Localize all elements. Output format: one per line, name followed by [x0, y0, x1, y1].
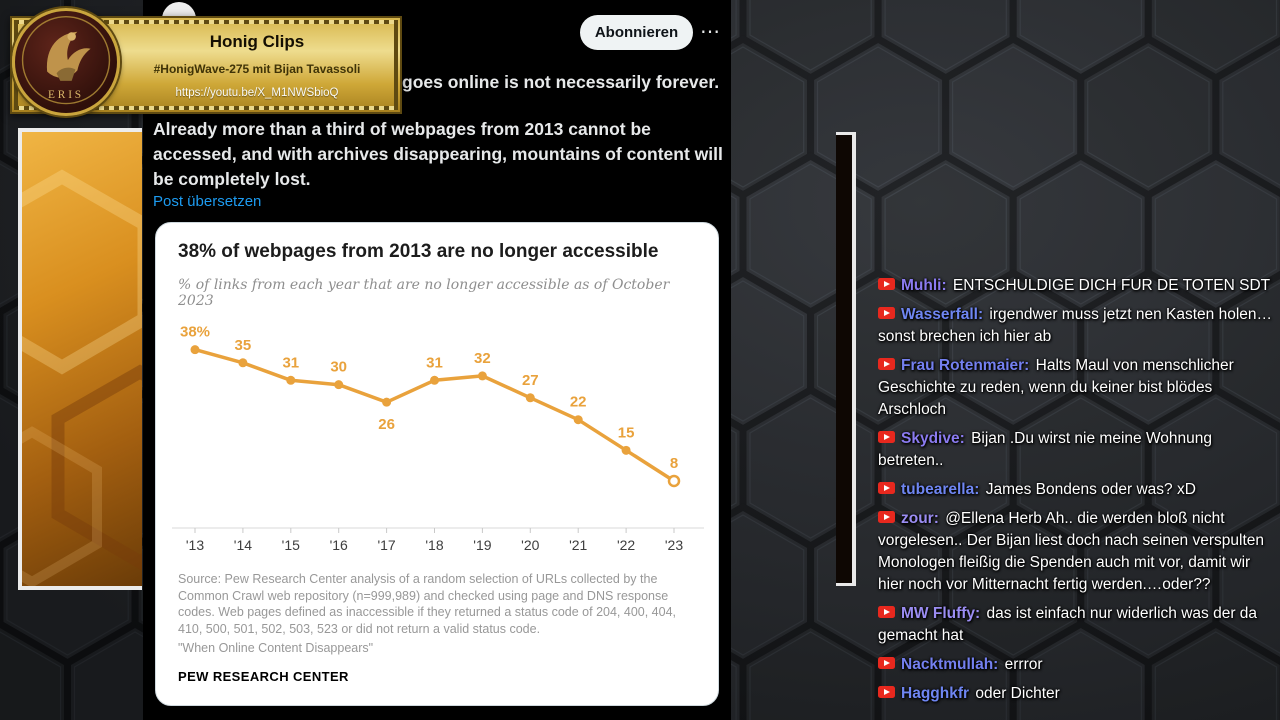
live-chat: Muhli: ENTSCHULDIGE DICH FUR DE TOTEN SD…: [878, 275, 1276, 705]
data-point: [525, 393, 535, 403]
chat-text: errror: [1000, 656, 1043, 673]
axis-label: '16: [330, 537, 348, 553]
pew-line-chart: 38% '13 35 '14 31 '15 30 '16 26 '17 31 '18 32 '19 27 '2…: [172, 324, 704, 553]
chat-message: MW Fluffy: das ist einfach nur widerlich…: [878, 603, 1276, 647]
chat-message: Hagghkfr oder Dichter: [878, 683, 1276, 705]
eris-angel-icon: ERIS: [21, 15, 111, 105]
data-label: 35: [235, 337, 252, 354]
data-label: 38%: [180, 324, 210, 341]
tweet-text-fragment: goes online is not necessarily forever.: [402, 72, 720, 92]
chat-text: James Bondens oder was? xD: [981, 481, 1196, 498]
data-point: [190, 345, 200, 355]
chart-source-note: "When Online Content Disappears": [178, 641, 374, 655]
chat-text: ENTSCHULDIGE DICH FUR DE TOTEN SDT: [948, 277, 1271, 294]
chart-brand: PEW RESEARCH CENTER: [178, 669, 349, 684]
axis-label: '17: [377, 537, 395, 553]
chat-message: Wasserfall: irgendwer muss jetzt nen Kas…: [878, 304, 1276, 348]
data-point: [573, 415, 583, 425]
data-label: 30: [330, 359, 347, 376]
data-label: 15: [618, 424, 635, 441]
axis-label: '13: [186, 537, 204, 553]
data-point: [430, 375, 439, 385]
chat-message: zour: @Ellena Herb Ah.. die werden bloß …: [878, 508, 1276, 596]
chart-source-text: Source: Pew Research Center analysis of …: [178, 572, 677, 636]
chat-username: Hagghkfr: [901, 685, 970, 702]
axis-label: '19: [473, 537, 491, 553]
chat-message: Nacktmullah: errror: [878, 654, 1276, 676]
chat-username: Skydive:: [901, 430, 965, 447]
artwork-hexagons: [22, 169, 142, 586]
data-label: 32: [474, 350, 491, 367]
axis-label: '18: [425, 537, 443, 553]
youtube-icon: [878, 307, 895, 319]
data-label: 22: [570, 394, 587, 411]
eris-logo: ERIS: [12, 8, 120, 116]
chat-text: oder Dichter: [971, 685, 1060, 702]
right-artwork-strip: [836, 132, 856, 586]
clip-channel-title: Honig Clips: [209, 32, 305, 51]
svg-text:ERIS: ERIS: [48, 89, 84, 101]
data-point: [238, 358, 248, 368]
clip-video-url: https://youtu.be/X_M1NWSbioQ: [175, 87, 339, 99]
tweet-body-text: Already more than a third of webpages fr…: [153, 119, 723, 189]
chat-text: irgendwer muss jetzt nen Kasten holen… s…: [878, 306, 1273, 345]
data-label: 31: [282, 354, 299, 371]
chat-username: Nacktmullah:: [901, 656, 999, 673]
clip-episode-subtitle: #HonigWave-275 mit Bijan Tavassoli: [153, 62, 361, 76]
youtube-icon: [878, 278, 895, 290]
chart-title: 38% of webpages from 2013 are no longer …: [178, 241, 659, 262]
chat-username: MW Fluffy:: [901, 605, 981, 622]
data-label: 27: [522, 372, 539, 389]
data-point: [382, 397, 392, 407]
data-point: [286, 375, 296, 385]
axis-label: '22: [617, 537, 635, 553]
chat-username: Muhli:: [901, 277, 947, 294]
chart-subtitle: % of links from each year that are no lo…: [178, 277, 670, 309]
chat-message: Muhli: ENTSCHULDIGE DICH FUR DE TOTEN SD…: [878, 275, 1276, 297]
subscribe-button[interactable]: Abonnieren: [580, 15, 693, 50]
chat-message: Skydive: Bijan .Du wirst nie meine Wohnu…: [878, 428, 1276, 472]
axis-label: '14: [234, 537, 252, 553]
axis-label: '20: [521, 537, 539, 553]
chat-text: Halts Maul von menschlicher Geschichte z…: [878, 357, 1234, 418]
axis-label: '15: [282, 537, 300, 553]
data-label: 8: [670, 455, 678, 472]
chat-username: Wasserfall:: [901, 306, 984, 323]
youtube-icon: [878, 482, 895, 494]
data-label: 31: [426, 354, 443, 371]
translate-post-link[interactable]: Post übersetzen: [153, 193, 262, 210]
data-label: 26: [378, 416, 395, 433]
tweet-card: Abonnieren ⋯ goes online is not necessar…: [143, 0, 731, 720]
youtube-icon: [878, 606, 895, 618]
left-artwork-strip: [18, 128, 142, 590]
chat-text: das ist einfach nur widerlich was der da…: [878, 605, 1258, 644]
chat-username: zour:: [901, 510, 939, 527]
tweet-media-chart[interactable]: 38% of webpages from 2013 are no longer …: [155, 222, 719, 706]
youtube-icon: [878, 511, 895, 523]
axis-label: '23: [665, 537, 683, 553]
youtube-icon: [878, 358, 895, 370]
youtube-icon: [878, 431, 895, 443]
youtube-icon: [878, 657, 895, 669]
axis-label: '21: [569, 537, 587, 553]
chat-text: @Ellena Herb Ah.. die werden bloß nicht …: [878, 510, 1265, 593]
data-point: [667, 474, 681, 488]
data-point: [477, 371, 487, 381]
chat-message: Frau Rotenmaier: Halts Maul von menschli…: [878, 355, 1276, 421]
more-options-icon[interactable]: ⋯: [700, 21, 720, 43]
chat-text: Bijan .Du wirst nie meine Wohnung betret…: [878, 430, 1213, 469]
data-point: [334, 380, 344, 390]
chat-username: tubearella:: [901, 481, 980, 498]
chat-message: tubearella: James Bondens oder was? xD: [878, 479, 1276, 501]
chat-username: Frau Rotenmaier:: [901, 357, 1030, 374]
data-point: [621, 445, 631, 455]
youtube-icon: [878, 686, 895, 698]
